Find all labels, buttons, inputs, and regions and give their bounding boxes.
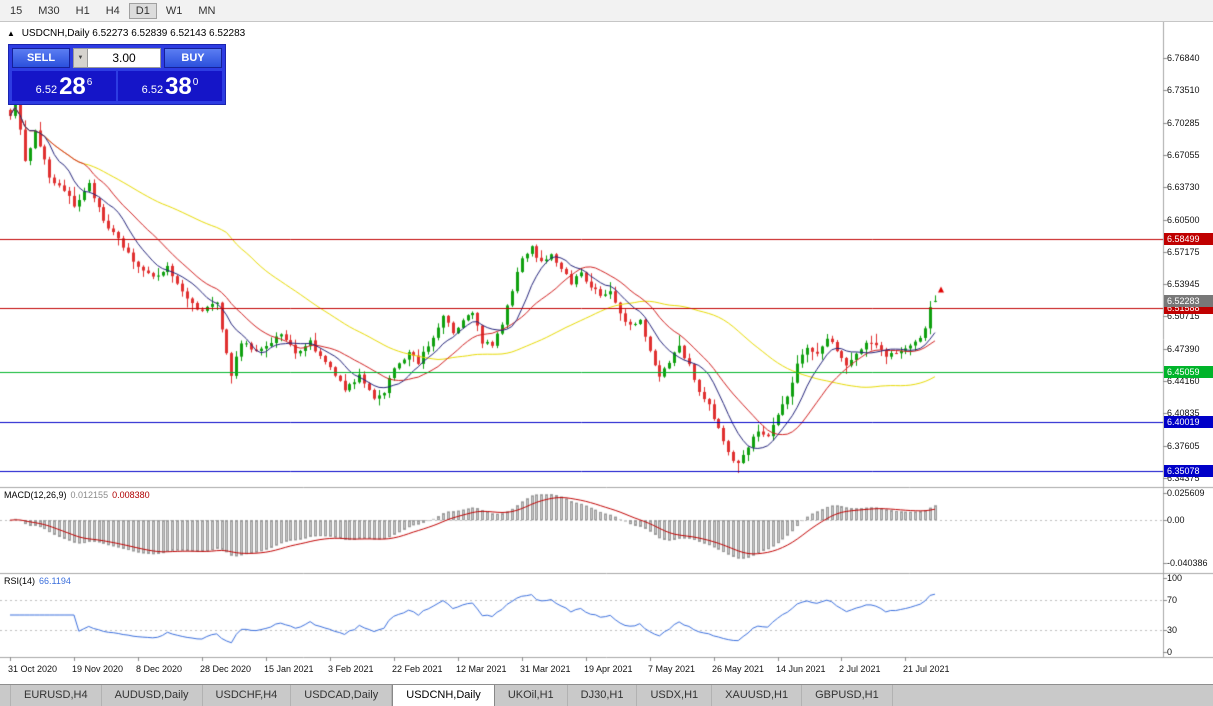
bottom-tabs: EURUSD,H4 AUDUSD,Daily USDCHF,H4 USDCAD,Dai… (0, 684, 1213, 706)
hline-price-tag: 6.40019 (1164, 416, 1213, 428)
date-axis-label: 22 Feb 2021 (392, 664, 443, 674)
chart-tab-xauusd-h1[interactable]: XAUUSD,H1 (712, 685, 803, 706)
date-axis-label: 31 Mar 2021 (520, 664, 571, 674)
ask-price-big: 38 (165, 73, 192, 100)
date-axis-label: 28 Dec 2020 (200, 664, 252, 674)
macd-header: MACD(12,26,9) 0.012155 0.008380 (4, 490, 150, 500)
date-axis-label: 31 Oct 2020 (8, 664, 58, 674)
price-scale-tick: 6.44160 (1167, 376, 1200, 386)
price-scale-tick: 6.53945 (1167, 279, 1200, 289)
price-scale-tick: 6.57175 (1167, 247, 1200, 257)
chart-tab-audusd-daily[interactable]: AUDUSD,Daily (102, 685, 203, 706)
rsi-scale-tick: 70 (1167, 595, 1178, 605)
timeframe-button-d1[interactable]: D1 (128, 2, 157, 19)
chart-area: ▲ USDCNH,Daily 6.52273 6.52839 6.52143 6… (0, 22, 1213, 684)
rsi-scale-tick: 30 (1167, 625, 1178, 635)
date-axis-label: 26 May 2021 (712, 664, 765, 674)
ask-quote-box[interactable]: 6.52 38 0 (118, 71, 222, 101)
one-click-trading-panel: SELL ▼ 3.00 BUY 6.52 28 6 6.52 38 0 (8, 44, 226, 105)
macd-scale-tick: 0.025609 (1167, 488, 1205, 498)
chart-tab-usdx-h1[interactable]: USDX,H1 (637, 685, 713, 706)
rsi-scale-tick: 100 (1167, 573, 1183, 583)
rsi-scale-tick: 0 (1167, 647, 1173, 657)
price-scale-tick: 6.67055 (1167, 150, 1200, 160)
volume-value[interactable]: 3.00 (112, 51, 136, 65)
date-axis-label: 7 May 2021 (648, 664, 696, 674)
chart-tab-usdchf-h4[interactable]: USDCHF,H4 (203, 685, 292, 706)
price-scale-tick: 6.37605 (1167, 441, 1200, 451)
macd-value-main: 0.012155 (70, 490, 109, 500)
bid-price-sup: 6 (86, 77, 93, 88)
hline-price-tag: 6.35078 (1164, 465, 1213, 477)
date-axis-label: 2 Jul 2021 (839, 664, 881, 674)
price-scale-tick: 6.70285 (1167, 118, 1200, 128)
timeframe-button-h1[interactable]: H1 (75, 4, 90, 17)
date-axis-label: 19 Apr 2021 (584, 664, 633, 674)
price-scale-tick: 6.76840 (1167, 53, 1200, 63)
bid-price-prefix: 6.52 (35, 84, 58, 96)
bid-quote-box[interactable]: 6.52 28 6 (12, 71, 116, 101)
hline-price-tag: 6.45059 (1164, 366, 1213, 378)
chart-tab-eurusd-h4[interactable]: EURUSD,H4 (10, 685, 102, 706)
timeframe-button-h4[interactable]: H4 (105, 4, 120, 17)
sell-button[interactable]: SELL (12, 48, 70, 68)
timeframe-button-w1[interactable]: W1 (165, 4, 183, 17)
volume-field[interactable]: ▼ 3.00 (73, 48, 161, 68)
oneclick-collapse-icon[interactable]: ▲ (7, 29, 15, 38)
macd-name: MACD(12,26,9) (4, 490, 67, 500)
buy-button[interactable]: BUY (164, 48, 222, 68)
chart-ohlc-values: 6.52273 6.52839 6.52143 6.52283 (92, 28, 246, 39)
bid-price-big: 28 (59, 73, 86, 100)
price-scale-tick: 6.60500 (1167, 215, 1200, 225)
macd-scale-tick: -0.040386 (1167, 558, 1208, 568)
timeframe-button-mn[interactable]: MN (198, 4, 216, 17)
price-scale-tick: 6.40835 (1167, 408, 1200, 418)
chart-symbol-period: USDCNH,Daily (21, 28, 90, 39)
price-scale-tick: 6.47390 (1167, 344, 1200, 354)
ask-price-sup: 0 (192, 77, 199, 88)
chart-tab-ukoil-h1[interactable]: UKOil,H1 (495, 685, 568, 706)
chart-tab-usdcad-daily[interactable]: USDCAD,Daily (291, 685, 393, 706)
chart-tab-gbpusd-h1[interactable]: GBPUSD,H1 (802, 685, 893, 706)
timeframe-toolbar: 15 M30 H1 H4 D1 W1 MN (0, 0, 1213, 22)
timeframe-button-15[interactable]: 15 (10, 4, 23, 17)
date-axis-label: 19 Nov 2020 (72, 664, 124, 674)
current-price-tag: 6.52283 (1164, 295, 1213, 307)
date-axis-label: 8 Dec 2020 (136, 664, 183, 674)
volume-dropdown-icon[interactable]: ▼ (74, 49, 88, 67)
price-scale-tick: 6.34375 (1167, 473, 1200, 483)
date-axis-label: 15 Jan 2021 (264, 664, 314, 674)
price-scale-tick: 6.73510 (1167, 85, 1200, 95)
price-chart-canvas[interactable] (0, 22, 1213, 684)
date-axis-label: 12 Mar 2021 (456, 664, 507, 674)
macd-value-signal: 0.008380 (112, 490, 150, 500)
hline-price-tag: 6.58499 (1164, 233, 1213, 245)
date-axis-label: 14 Jun 2021 (776, 664, 826, 674)
chart-tab-dj30-h1[interactable]: DJ30,H1 (568, 685, 638, 706)
rsi-value: 66.1194 (39, 576, 71, 586)
chart-title: ▲ USDCNH,Daily 6.52273 6.52839 6.52143 6… (7, 28, 245, 39)
timeframe-button-m30[interactable]: M30 (38, 4, 60, 17)
price-scale-tick: 6.50715 (1167, 311, 1200, 321)
rsi-name: RSI(14) (4, 576, 36, 586)
macd-scale-tick: 0.00 (1167, 515, 1185, 525)
price-scale-tick: 6.63730 (1167, 182, 1200, 192)
date-axis-label: 3 Feb 2021 (328, 664, 374, 674)
chart-tab-usdcnh-daily[interactable]: USDCNH,Daily (392, 685, 495, 706)
ask-price-prefix: 6.52 (141, 84, 164, 96)
rsi-header: RSI(14) 66.1194 (4, 576, 71, 586)
date-axis-label: 21 Jul 2021 (903, 664, 950, 674)
